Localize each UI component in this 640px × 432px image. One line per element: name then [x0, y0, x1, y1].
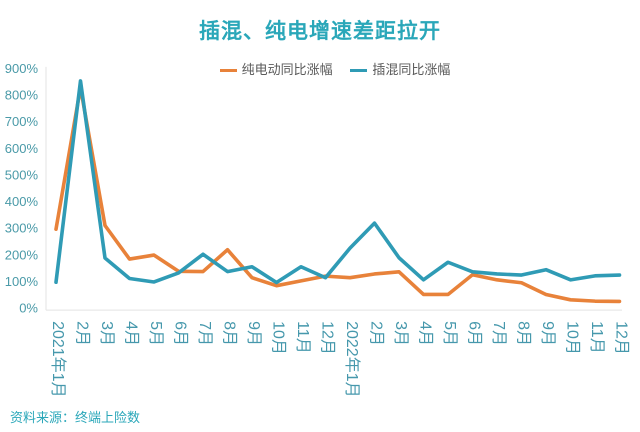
svg-text:0%: 0%	[19, 301, 38, 316]
svg-text:700%: 700%	[5, 114, 39, 129]
svg-text:3月: 3月	[392, 321, 409, 346]
svg-text:500%: 500%	[5, 167, 39, 182]
svg-text:6月: 6月	[466, 321, 483, 346]
svg-text:4月: 4月	[123, 321, 140, 346]
svg-text:8月: 8月	[515, 321, 532, 346]
svg-text:800%: 800%	[5, 88, 39, 103]
svg-text:9月: 9月	[245, 321, 262, 346]
svg-text:600%: 600%	[5, 141, 39, 156]
svg-text:900%: 900%	[5, 61, 39, 76]
svg-text:5月: 5月	[147, 321, 164, 346]
svg-text:9月: 9月	[539, 321, 556, 346]
svg-text:10月: 10月	[270, 321, 287, 355]
svg-text:2月: 2月	[368, 321, 385, 346]
svg-text:100%: 100%	[5, 274, 39, 289]
svg-text:12月: 12月	[319, 321, 336, 355]
svg-text:10月: 10月	[564, 321, 581, 355]
svg-text:7月: 7月	[196, 321, 213, 346]
svg-text:11月: 11月	[588, 321, 605, 354]
svg-text:4月: 4月	[417, 321, 434, 346]
svg-text:300%: 300%	[5, 221, 39, 236]
svg-text:5月: 5月	[441, 321, 458, 346]
svg-text:6月: 6月	[172, 321, 189, 346]
svg-text:12月: 12月	[613, 321, 630, 355]
svg-text:8月: 8月	[221, 321, 238, 346]
svg-text:7月: 7月	[490, 321, 507, 346]
svg-text:2022年1月: 2022年1月	[343, 321, 361, 398]
svg-text:200%: 200%	[5, 247, 39, 262]
svg-text:11月: 11月	[294, 321, 311, 354]
svg-text:3月: 3月	[98, 321, 115, 346]
svg-text:400%: 400%	[5, 194, 39, 209]
svg-text:2021年1月: 2021年1月	[49, 321, 67, 398]
svg-text:2月: 2月	[74, 321, 91, 346]
